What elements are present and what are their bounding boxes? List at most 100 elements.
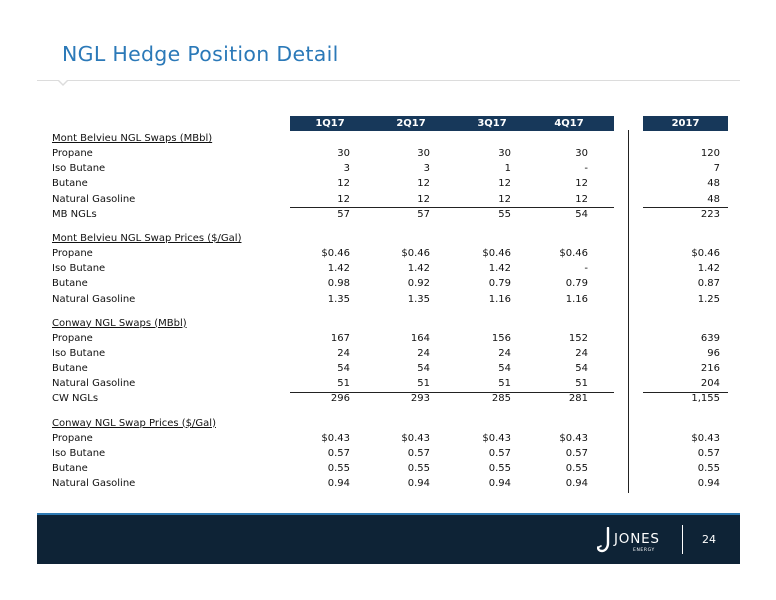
cell-2q17: 51 (417, 378, 430, 390)
cell-3q17: 51 (498, 378, 511, 390)
row-label: Iso Butane (52, 347, 106, 359)
cell-1q17: 24 (337, 347, 350, 359)
cell-1q17: 296 (330, 393, 350, 405)
cell-3q17: 285 (491, 393, 511, 405)
footer-accent-line (37, 513, 740, 515)
cell-4q17: 54 (575, 208, 588, 220)
cell-2q17: 30 (417, 148, 430, 160)
cell-2017: 96 (707, 347, 720, 359)
cell-4q17: - (584, 163, 588, 175)
cell-1q17: 1.42 (327, 263, 350, 275)
cell-3q17: 54 (498, 363, 511, 375)
row-label: Natural Gasoline (52, 378, 136, 390)
cell-4q17: 30 (575, 148, 588, 160)
subtotal-rule (643, 391, 728, 393)
cell-1q17: 12 (337, 178, 350, 190)
cell-3q17: 0.55 (488, 463, 511, 474)
cell-4q17: - (584, 263, 588, 275)
row-label: MB NGLs (52, 208, 97, 220)
cell-3q17: $0.46 (482, 248, 511, 260)
cell-4q17: 51 (575, 378, 588, 390)
cell-2q17: 0.55 (407, 463, 430, 474)
subtotal-rule (643, 207, 728, 209)
cell-1q17: 0.98 (327, 278, 350, 290)
column-header-3q17: 3Q17 (477, 118, 507, 129)
title-divider-notch (57, 79, 69, 86)
cell-4q17: $0.46 (559, 248, 588, 260)
jones-logo-hook-icon (597, 527, 610, 553)
cell-4q17: 0.55 (565, 463, 588, 474)
row-label: Butane (52, 178, 88, 190)
cell-2017: 0.94 (697, 478, 720, 490)
row-label: Propane (52, 248, 93, 260)
cell-3q17: 12 (498, 178, 511, 190)
cell-4q17: 12 (575, 193, 588, 205)
cell-3q17: 0.94 (488, 478, 511, 490)
row-label: Butane (52, 463, 88, 474)
cell-4q17: 24 (575, 347, 588, 359)
cell-2q17: 1.42 (407, 263, 430, 275)
column-header-4q17: 4Q17 (554, 118, 584, 129)
section-heading-label: Conway NGL Swaps (MBbl) (52, 317, 187, 329)
cell-2q17: 0.57 (407, 447, 430, 459)
subtotal-rule (290, 391, 614, 393)
cell-2017: 48 (707, 193, 720, 205)
cell-1q17: 12 (337, 193, 350, 205)
cell-2q17: 3 (423, 163, 430, 175)
cell-4q17: 0.79 (565, 278, 588, 290)
page-title: NGL Hedge Position Detail (62, 42, 339, 66)
cell-2017: 0.55 (697, 463, 720, 474)
cell-3q17: $0.43 (482, 432, 511, 444)
cell-2017: 639 (700, 332, 720, 344)
cell-2q17: 0.92 (407, 278, 430, 290)
section-heading-label: Mont Belvieu NGL Swap Prices ($/Gal) (52, 232, 242, 244)
cell-2017: 0.87 (697, 278, 720, 290)
cell-4q17: 152 (568, 332, 588, 344)
section-heading-label: Mont Belvieu NGL Swaps (MBbl) (52, 133, 213, 144)
page-number: 24 (702, 533, 716, 546)
row-label: Iso Butane (52, 263, 106, 275)
row-label: Propane (52, 332, 93, 344)
row-label: Propane (52, 148, 93, 160)
cell-1q17: $0.46 (321, 248, 350, 260)
row-label: CW NGLs (52, 393, 99, 405)
cell-2017: 223 (700, 208, 720, 220)
column-header-1q17: 1Q17 (315, 118, 345, 129)
row-label: Propane (52, 432, 93, 444)
row-label: Iso Butane (52, 447, 106, 459)
row-label: Iso Butane (52, 163, 106, 175)
cell-1q17: 167 (330, 332, 350, 344)
cell-1q17: 30 (337, 148, 350, 160)
cell-2q17: 57 (417, 208, 430, 220)
footer-bar (37, 515, 740, 564)
logo-wordmark: JONES (614, 531, 660, 547)
cell-2q17: 1.35 (407, 293, 430, 305)
cell-3q17: 12 (498, 193, 511, 205)
cell-2q17: 24 (417, 347, 430, 359)
row-label: Natural Gasoline (52, 293, 136, 305)
cell-3q17: 24 (498, 347, 511, 359)
year-header-bar (643, 116, 728, 131)
cell-3q17: 1.16 (488, 293, 511, 305)
year-column-separator (628, 130, 629, 493)
cell-1q17: $0.43 (321, 432, 350, 444)
quarter-header-bar (290, 116, 614, 131)
cell-1q17: 0.57 (327, 447, 350, 459)
cell-1q17: 0.55 (327, 463, 350, 474)
cell-2q17: 12 (417, 178, 430, 190)
cell-4q17: 0.57 (565, 447, 588, 459)
cell-2017: $0.43 (691, 432, 720, 444)
cell-4q17: $0.43 (559, 432, 588, 444)
column-header-2017: 2017 (671, 118, 700, 129)
cell-4q17: 54 (575, 363, 588, 375)
logo-subtext: ENERGY (633, 548, 655, 553)
cell-2017: 216 (700, 363, 720, 375)
cell-1q17: 57 (337, 208, 350, 220)
row-label: Natural Gasoline (52, 193, 136, 205)
cell-1q17: 51 (337, 378, 350, 390)
cell-2017: 1,155 (691, 393, 720, 405)
cell-2017: $0.46 (691, 248, 720, 260)
cell-2q17: 0.94 (407, 478, 430, 490)
title-divider (37, 80, 740, 81)
cell-2017: 0.57 (697, 447, 720, 459)
